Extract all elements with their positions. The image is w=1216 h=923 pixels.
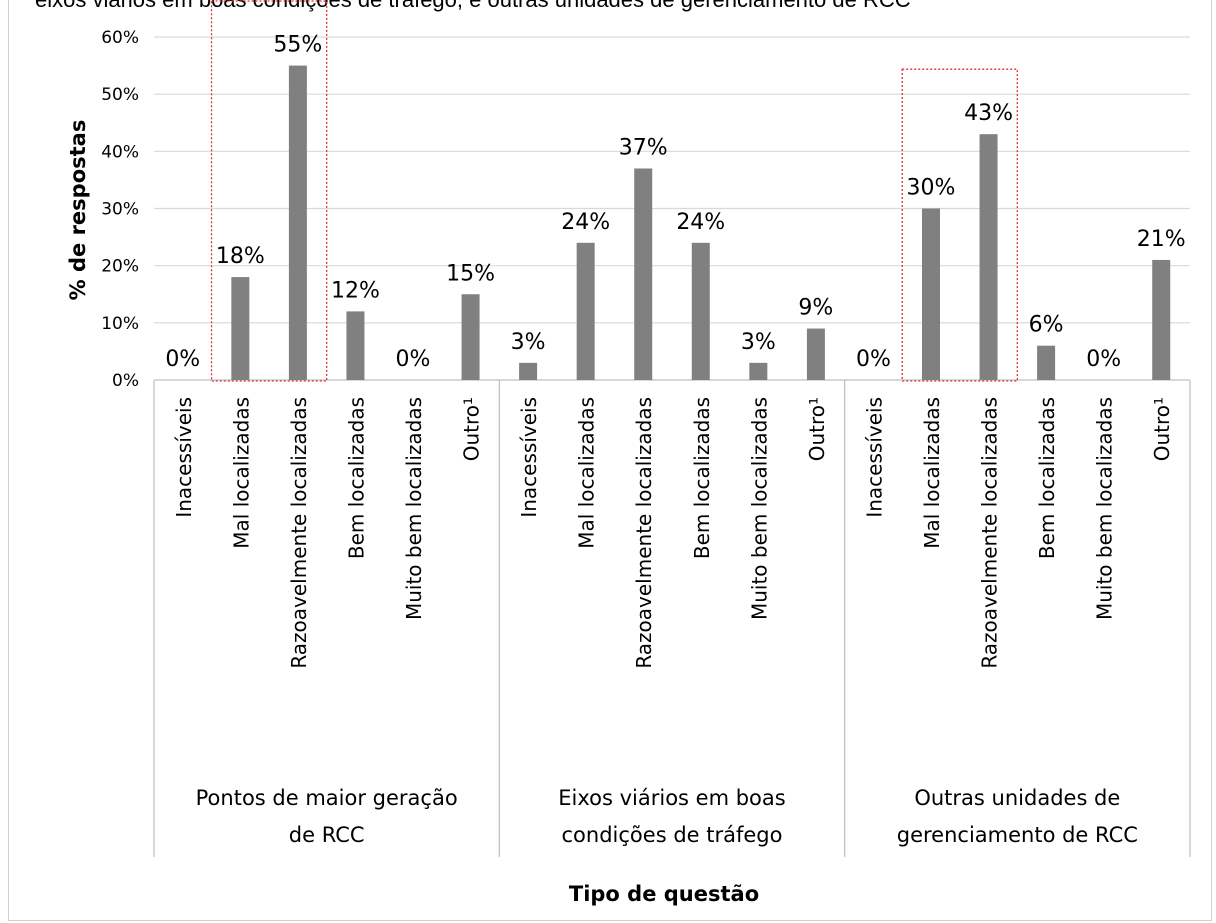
category-tick-label: Inacessíveis bbox=[862, 397, 886, 518]
highlight-box bbox=[210, 0, 328, 382]
bar bbox=[231, 277, 250, 380]
category-tick-label: Bem localizadas bbox=[344, 397, 368, 559]
category-tick-label: Mal localizadas bbox=[920, 397, 944, 549]
bar-value-label: 24% bbox=[561, 210, 610, 235]
y-tick-label: 60% bbox=[101, 28, 139, 48]
y-tick-label: 40% bbox=[101, 142, 139, 162]
bar-value-label: 3% bbox=[741, 330, 776, 355]
x-axis-label: Tipo de questão bbox=[569, 882, 759, 906]
category-tick-label: Outro¹ bbox=[805, 397, 829, 461]
bar-value-label: 0% bbox=[856, 347, 891, 372]
bar bbox=[288, 65, 307, 380]
category-tick-label: Inacessíveis bbox=[172, 397, 196, 518]
y-axis-label: % de respostas bbox=[66, 120, 90, 301]
chart-title-partial: eixos viários em boas condições de tráfe… bbox=[35, 0, 911, 13]
category-tick-label: Outro¹ bbox=[1150, 397, 1174, 461]
bar bbox=[806, 328, 825, 380]
bar-value-label: 3% bbox=[511, 330, 546, 355]
group-label: condições de tráfego bbox=[562, 823, 783, 847]
y-tick-label: 20% bbox=[101, 257, 139, 277]
bar bbox=[634, 168, 653, 380]
y-tick-label: 50% bbox=[101, 85, 139, 105]
bar-value-label: 55% bbox=[273, 33, 322, 58]
bar-value-label: 37% bbox=[619, 135, 668, 160]
category-tick-label: Muito bem localizadas bbox=[1093, 397, 1117, 620]
bar bbox=[922, 208, 940, 380]
bar bbox=[519, 362, 538, 380]
bar bbox=[749, 362, 768, 380]
chart-frame: eixos viários em boas condições de tráfe… bbox=[8, 0, 1212, 921]
group-label: gerenciamento de RCC bbox=[897, 823, 1138, 847]
y-tick-label: 30% bbox=[101, 200, 139, 220]
bar bbox=[979, 134, 998, 380]
bar-value-label: 0% bbox=[165, 347, 200, 372]
category-tick-label: Razoavelmente localizadas bbox=[632, 397, 656, 669]
bar-value-label: 21% bbox=[1137, 227, 1186, 252]
category-tick-label: Razoavelmente localizadas bbox=[287, 397, 311, 669]
bar bbox=[691, 242, 710, 380]
bar-value-label: 18% bbox=[216, 244, 265, 269]
category-tick-label: Razoavelmente localizadas bbox=[978, 397, 1002, 669]
category-tick-label: Mal localizadas bbox=[575, 397, 599, 549]
bar-value-label: 9% bbox=[798, 296, 833, 321]
bar bbox=[461, 294, 480, 380]
bar bbox=[576, 242, 595, 380]
bar-value-label: 43% bbox=[964, 101, 1013, 126]
group-label: Outras unidades de bbox=[914, 786, 1120, 810]
bar-value-label: 30% bbox=[907, 176, 956, 201]
bar bbox=[346, 311, 365, 380]
category-tick-label: Muito bem localizadas bbox=[747, 397, 771, 620]
group-label: Pontos de maior geração bbox=[196, 786, 458, 810]
bar bbox=[1152, 259, 1171, 380]
group-label: de RCC bbox=[289, 823, 365, 847]
y-tick-label: 10% bbox=[101, 314, 139, 334]
bar-value-label: 0% bbox=[1086, 347, 1121, 372]
bar-value-label: 6% bbox=[1029, 313, 1064, 338]
y-tick-label: 0% bbox=[112, 371, 139, 391]
category-tick-label: Bem localizadas bbox=[690, 397, 714, 559]
bar bbox=[1037, 345, 1056, 380]
highlight-box bbox=[901, 68, 1018, 382]
category-tick-label: Outro¹ bbox=[460, 397, 484, 461]
category-tick-label: Muito bem localizadas bbox=[402, 397, 426, 620]
bar-value-label: 12% bbox=[331, 278, 380, 303]
bar-value-label: 0% bbox=[396, 347, 431, 372]
bar-chart: 0% 10% 20% 30% 40% 50% 60% % de respostas 0% Inac… bbox=[66, 0, 1191, 906]
group-label: Eixos viários em boas bbox=[558, 786, 785, 810]
category-tick-label: Bem localizadas bbox=[1035, 397, 1059, 559]
bar-value-label: 15% bbox=[446, 261, 495, 286]
category-tick-label: Mal localizadas bbox=[229, 397, 253, 549]
category-tick-label: Inacessíveis bbox=[517, 397, 541, 518]
bar-value-label: 24% bbox=[676, 210, 725, 235]
